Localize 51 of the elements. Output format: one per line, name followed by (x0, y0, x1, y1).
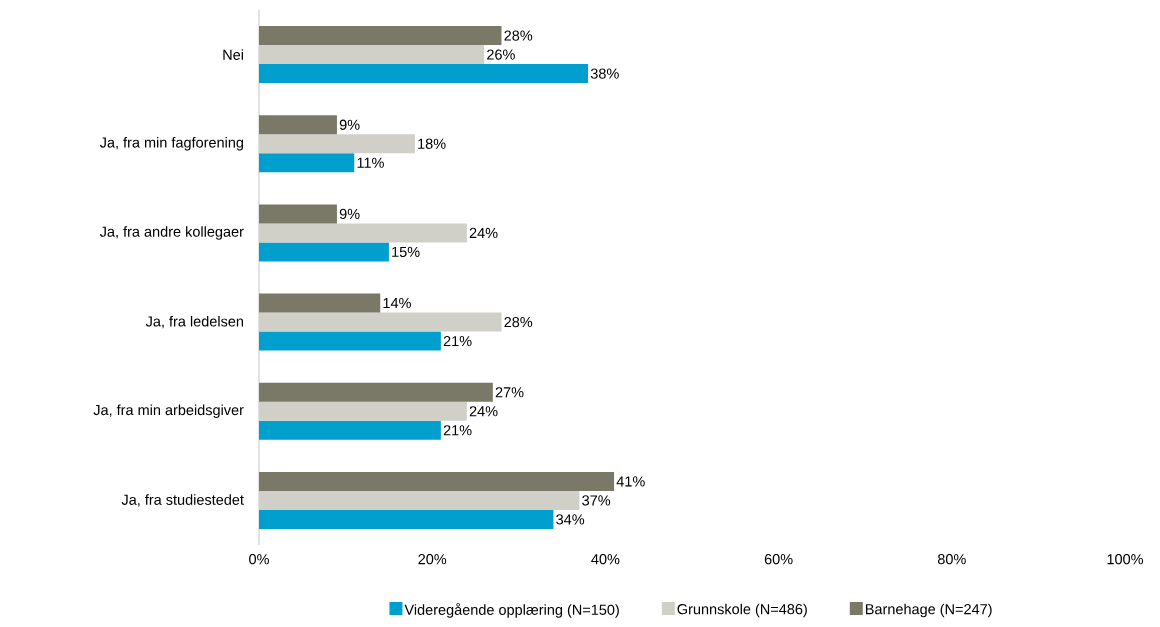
data-label: 24% (469, 406, 498, 417)
bar (259, 331, 441, 351)
bar (259, 471, 615, 491)
bar (259, 509, 554, 529)
data-label: 26% (487, 49, 515, 60)
bar (259, 26, 502, 46)
data-label: 11% (357, 157, 384, 168)
y-tick-label: Ja, fra andre kollegaer (99, 226, 244, 240)
data-label: 14% (383, 298, 411, 309)
bar (259, 223, 467, 243)
bar (259, 312, 502, 332)
x-tick-label: 40% (591, 554, 620, 565)
bar (259, 490, 580, 510)
data-label: 38% (590, 68, 619, 79)
bar (259, 401, 467, 421)
bar (259, 382, 493, 402)
x-tick-label: 100% (1107, 554, 1144, 565)
data-label: 18% (418, 138, 446, 149)
bar (259, 134, 415, 154)
data-label: 34% (556, 514, 585, 525)
y-tick-label: Ja, fra studiestedet (121, 494, 244, 507)
data-label: 27% (495, 387, 524, 398)
data-label: 28% (504, 316, 533, 328)
y-tick-label: Ja, fra ledelsen (145, 315, 243, 329)
bar (259, 293, 381, 313)
data-label: 9% (339, 119, 360, 130)
legend-label: Grunnskole (N=486) (677, 603, 807, 618)
data-label: 9% (339, 208, 360, 220)
y-tick-label: Ja, fra min fagforening (99, 136, 244, 151)
x-tick-label: 0% (249, 554, 269, 565)
data-label: 15% (392, 246, 420, 258)
legend-label: Barnehage (N=247) (865, 603, 992, 618)
data-label: 37% (582, 495, 611, 506)
legend-label: Videregående opplæring (N=150) (404, 603, 619, 618)
bar (259, 115, 337, 135)
bar (259, 420, 441, 440)
bar (259, 45, 485, 65)
data-label: 21% (443, 425, 472, 436)
data-label: 41% (616, 476, 645, 487)
bar (259, 242, 389, 262)
bar (259, 204, 337, 224)
x-tick-label: 20% (418, 554, 447, 565)
y-tick-label: Ja, fra min arbeidsgiver (93, 404, 244, 419)
bar (259, 64, 589, 84)
x-tick-label: 60% (764, 554, 793, 565)
data-label: 24% (469, 227, 498, 239)
data-label: 28% (504, 30, 533, 41)
x-tick-label: 80% (937, 554, 966, 565)
data-label: 21% (443, 335, 472, 347)
bar (259, 153, 355, 173)
y-tick-label: Nei (223, 49, 243, 60)
